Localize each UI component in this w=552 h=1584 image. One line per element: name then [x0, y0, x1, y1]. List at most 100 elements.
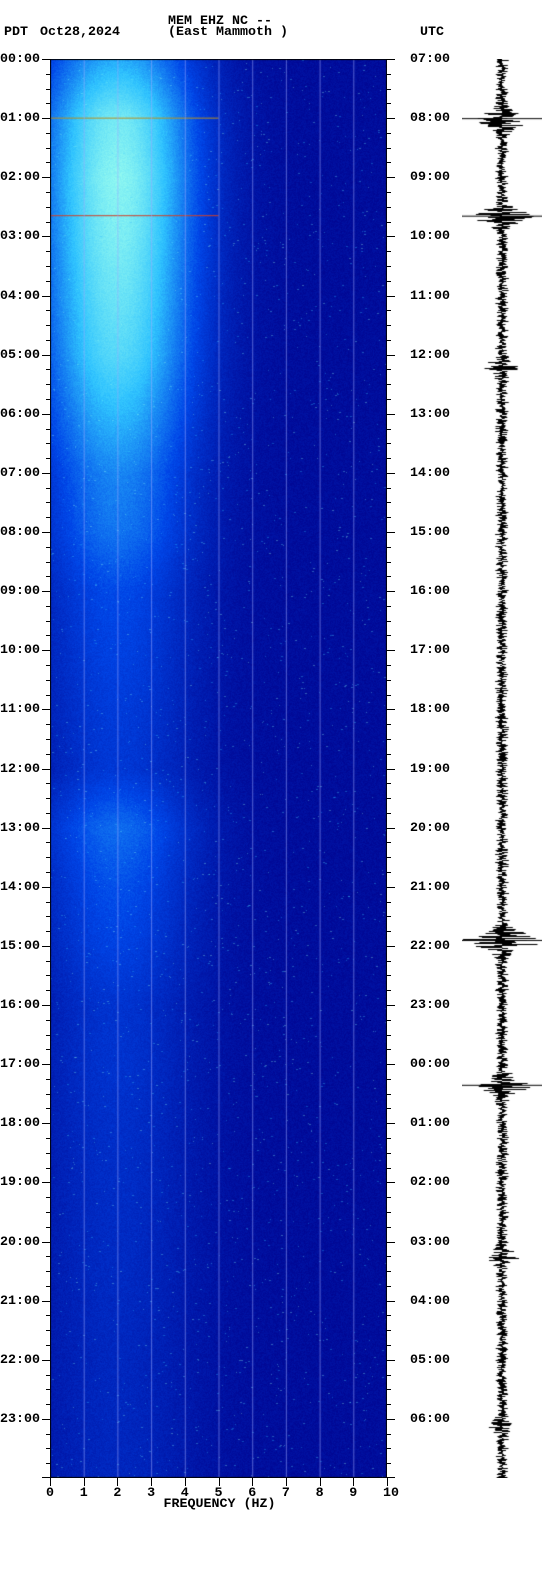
spectrogram-plot	[50, 59, 387, 1478]
axis-tick	[387, 695, 391, 696]
axis-tick	[387, 1375, 391, 1376]
axis-tick	[286, 1478, 287, 1486]
axis-tick	[387, 103, 391, 104]
axis-tick	[46, 680, 50, 681]
axis-tick	[42, 1123, 50, 1124]
axis-tick	[46, 1094, 50, 1095]
y-right-tick-label: 14:00	[410, 466, 450, 481]
axis-tick	[387, 872, 391, 873]
axis-tick	[387, 1345, 391, 1346]
axis-tick	[46, 369, 50, 370]
axis-tick	[42, 1005, 50, 1006]
x-tick-label: 7	[282, 1486, 290, 1501]
axis-tick	[387, 975, 391, 976]
y-left-tick-label: 21:00	[0, 1294, 40, 1309]
axis-tick	[46, 606, 50, 607]
axis-tick	[46, 695, 50, 696]
axis-tick	[387, 458, 391, 459]
y-right-tick-label: 09:00	[410, 170, 450, 185]
axis-tick	[46, 1049, 50, 1050]
x-tick-label: 2	[113, 1486, 121, 1501]
axis-tick	[46, 517, 50, 518]
x-tick-label: 8	[316, 1486, 324, 1501]
axis-tick	[387, 1138, 391, 1139]
axis-tick	[387, 1315, 391, 1316]
y-left-tick-label: 17:00	[0, 1057, 40, 1072]
axis-tick	[387, 1094, 391, 1095]
axis-tick	[387, 296, 395, 297]
axis-tick	[46, 325, 50, 326]
y-right-tick-label: 20:00	[410, 821, 450, 836]
y-right-tick-label: 12:00	[410, 348, 450, 363]
axis-tick	[387, 266, 391, 267]
axis-tick	[46, 1020, 50, 1021]
y-left-tick-label: 11:00	[0, 702, 40, 717]
y-left-tick-label: 08:00	[0, 525, 40, 540]
y-left-tick-label: 05:00	[0, 348, 40, 363]
axis-tick	[42, 473, 50, 474]
axis-tick	[387, 562, 391, 563]
axis-tick	[42, 414, 50, 415]
axis-tick	[46, 1138, 50, 1139]
axis-tick	[387, 251, 391, 252]
x-tick-label: 10	[383, 1486, 399, 1501]
axis-tick	[46, 1197, 50, 1198]
axis-tick	[387, 1035, 391, 1036]
tz-right-label: UTC	[420, 25, 444, 40]
axis-tick	[46, 1079, 50, 1080]
axis-tick	[50, 1478, 51, 1486]
axis-tick	[387, 281, 391, 282]
axis-tick	[387, 1005, 395, 1006]
axis-tick	[387, 325, 391, 326]
axis-tick	[387, 1478, 388, 1486]
axis-tick	[387, 828, 395, 829]
waveform-plot	[462, 59, 542, 1478]
axis-tick	[219, 1478, 220, 1486]
axis-tick	[387, 1271, 391, 1272]
axis-tick	[151, 1478, 152, 1486]
axis-tick	[46, 902, 50, 903]
axis-tick	[252, 1478, 253, 1486]
axis-tick	[46, 502, 50, 503]
y-right-tick-label: 11:00	[410, 289, 450, 304]
axis-tick	[46, 1153, 50, 1154]
axis-tick	[387, 369, 391, 370]
axis-tick	[387, 621, 391, 622]
axis-tick	[42, 59, 50, 60]
axis-tick	[46, 1256, 50, 1257]
axis-tick	[46, 1286, 50, 1287]
y-right-tick-label: 16:00	[410, 584, 450, 599]
axis-tick	[387, 857, 391, 858]
x-tick-label: 3	[147, 1486, 155, 1501]
y-left-tick-label: 10:00	[0, 643, 40, 658]
y-right-tick-label: 06:00	[410, 1412, 450, 1427]
axis-tick	[185, 1478, 186, 1486]
axis-tick	[84, 1478, 85, 1486]
axis-tick	[46, 961, 50, 962]
y-left-tick-label: 15:00	[0, 939, 40, 954]
axis-tick	[387, 769, 395, 770]
axis-tick	[387, 1212, 391, 1213]
x-tick-label: 0	[46, 1486, 54, 1501]
y-right-tick-label: 10:00	[410, 229, 450, 244]
y-left-tick-label: 02:00	[0, 170, 40, 185]
axis-tick	[387, 591, 395, 592]
axis-tick	[46, 547, 50, 548]
axis-tick	[387, 842, 391, 843]
y-left-tick-label: 00:00	[0, 52, 40, 67]
y-left-tick-label: 04:00	[0, 289, 40, 304]
axis-tick	[46, 133, 50, 134]
axis-tick	[387, 1419, 395, 1420]
axis-tick	[387, 1227, 391, 1228]
y-left-tick-label: 18:00	[0, 1116, 40, 1131]
axis-tick	[46, 665, 50, 666]
axis-tick	[42, 1419, 50, 1420]
axis-tick	[353, 1478, 354, 1486]
axis-tick	[46, 1389, 50, 1390]
axis-tick	[387, 532, 395, 533]
axis-tick	[387, 118, 395, 119]
axis-tick	[46, 842, 50, 843]
y-left-tick-label: 01:00	[0, 111, 40, 126]
axis-tick	[42, 591, 50, 592]
axis-tick	[387, 961, 391, 962]
